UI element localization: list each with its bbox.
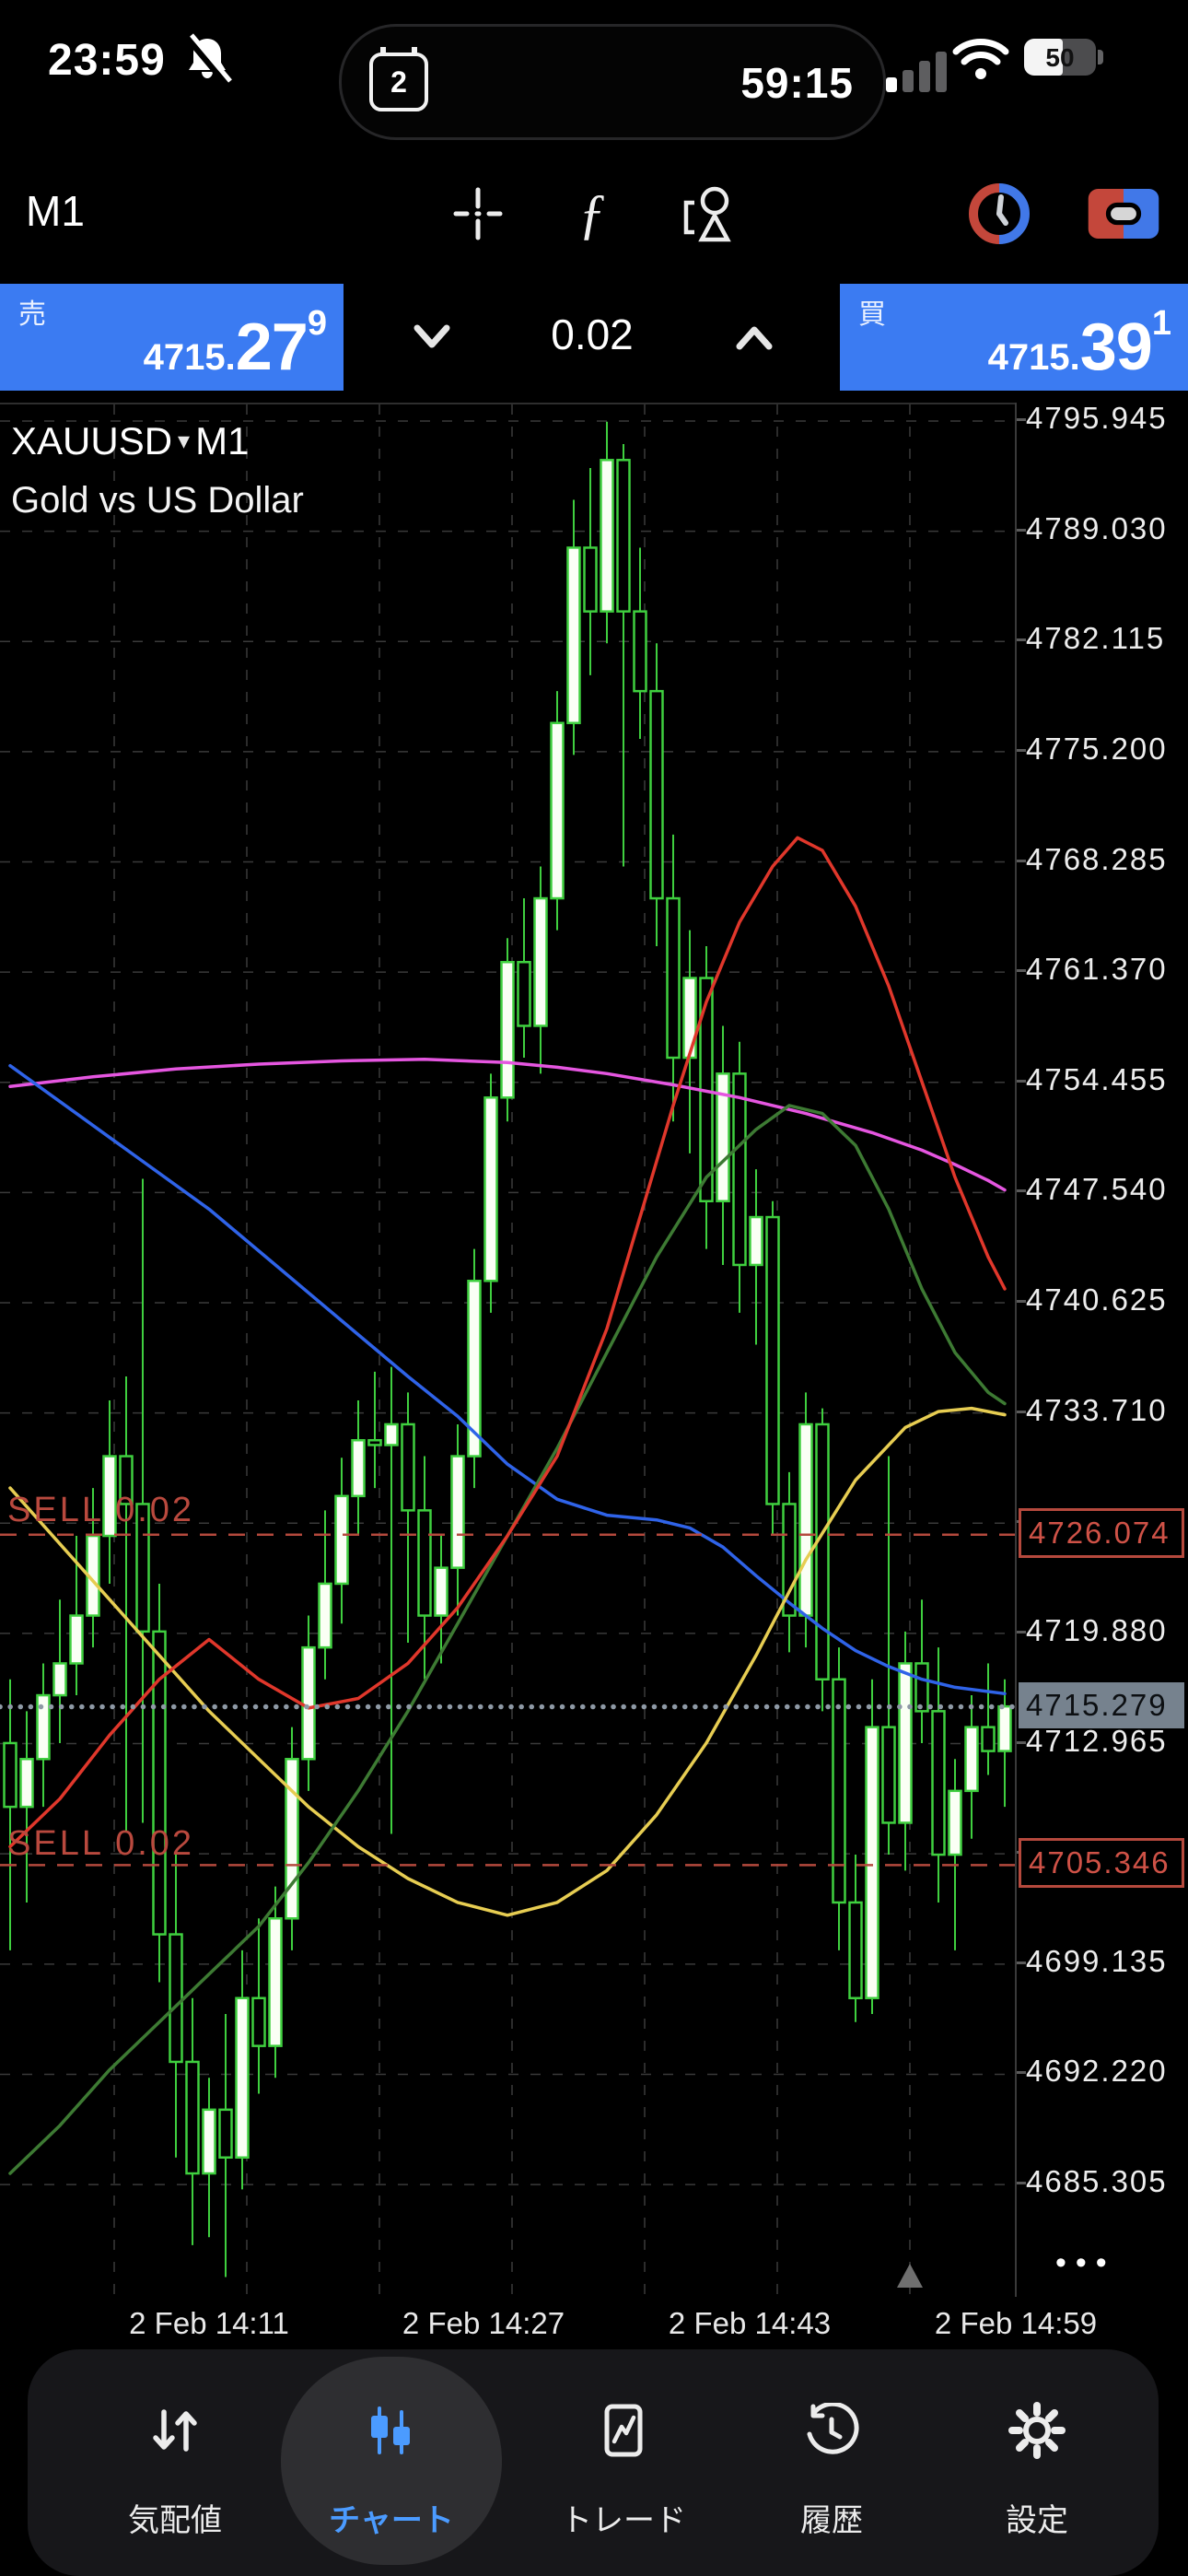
history-clock-icon [730,2401,933,2460]
wifi-icon [952,39,1009,79]
price-axis-label: 4789.030 [1026,510,1168,545]
price-axis-label: 4719.880 [1026,1612,1168,1647]
chart-candles-icon [290,2401,493,2460]
volume-stepper: 0.02 [353,284,832,391]
buy-button[interactable]: 買 4715.391 [840,284,1188,391]
nav-chart[interactable]: チャート [290,2349,493,2576]
volume-increase-chevron[interactable] [732,321,776,354]
price-axis-label: 4795.945 [1026,401,1168,435]
buy-label: 買 [858,299,886,330]
more-dots[interactable]: ••• [1055,2245,1116,2280]
bell-muted-icon [184,33,232,86]
axis-tick [1017,1961,1026,1964]
candlestick-plot [0,404,1018,2299]
time-axis: 2 Feb 14:11 2 Feb 14:27 2 Feb 14:43 2 Feb 1… [0,2297,1188,2356]
island-timer: 59:15 [740,59,854,107]
axis-tick [1017,1189,1026,1193]
calendar-icon: 2 [369,47,428,111]
trading-sessions-icon[interactable] [962,177,1036,251]
axis-tick [1017,1740,1026,1744]
volume-decrease-chevron[interactable] [410,321,454,354]
timeframe-button[interactable]: M1 [26,187,85,235]
sell-label: 売 [18,299,46,330]
sell-order-price-tag: 4726.074 [1019,1507,1184,1558]
axis-tick [1017,638,1026,642]
bottom-nav: 気配値 チャート トレード 履歴 [28,2349,1159,2576]
quotes-arrows-icon [74,2401,276,2460]
time-marker-triangle [897,2264,923,2288]
price-axis[interactable]: ••• 4795.945 4789.030 4782.115 4775.200 4768… [1015,401,1188,2297]
active-tab-pill [281,2357,502,2565]
status-bar: 23:59 2 59:15 50 [0,0,1188,147]
symbol-description: Gold vs US Dollar [11,480,304,521]
one-click-trading-icon[interactable] [1087,177,1160,251]
axis-tick [1017,2071,1026,2075]
price-axis-label: 4775.200 [1026,731,1168,766]
sell-order-label-1: SELL 0.02 [7,1491,195,1529]
time-axis-label: 2 Feb 14:43 [668,2306,832,2340]
price-axis-label: 4754.455 [1026,1061,1168,1096]
axis-tick [1017,1079,1026,1083]
nav-history[interactable]: 履歴 [730,2349,933,2576]
price-axis-label: 4733.710 [1026,1392,1168,1427]
axis-tick [1017,528,1026,532]
price-axis-label: 4699.135 [1026,1943,1168,1978]
axis-tick [1017,2182,1026,2185]
objects-icon[interactable] [674,177,748,251]
price-axis-label: 4782.115 [1026,621,1166,656]
nav-trade[interactable]: トレード [522,2349,725,2576]
sell-order-label-2: SELL 0.02 [7,1824,195,1863]
axis-tick [1017,1300,1026,1304]
price-axis-label: 4747.540 [1026,1172,1168,1207]
chart-toolbar: M1 ƒ [0,149,1188,278]
price-axis-label: 4740.625 [1026,1282,1168,1317]
symbol-dropdown-caret: ▾ [178,427,191,454]
time-axis-label: 2 Feb 14:59 [934,2306,1098,2340]
price-axis-label: 4768.285 [1026,841,1168,876]
trade-panel-icon [522,2401,725,2460]
nav-settings[interactable]: 設定 [936,2349,1138,2576]
sell-price: 4715.279 [143,304,327,384]
axis-tick [1017,969,1026,973]
indicators-f-icon[interactable]: ƒ [578,182,606,244]
time-axis-label: 2 Feb 14:27 [402,2306,565,2340]
battery-icon: 50 [1024,39,1103,76]
crosshair-icon[interactable] [441,177,515,251]
price-axis-label: 4761.370 [1026,952,1168,987]
status-time: 23:59 [48,36,166,85]
dynamic-island[interactable]: 2 59:15 [339,24,886,140]
sell-button[interactable]: 売 4715.279 [0,284,344,391]
price-chart[interactable]: XAUUSD ▾ M1 Gold vs US Dollar SELL 0.02 SE… [0,403,1018,2299]
price-axis-label: 4712.965 [1026,1723,1168,1758]
time-axis-label: 2 Feb 14:11 [129,2306,289,2340]
price-axis-label: 4685.305 [1026,2164,1168,2199]
settings-gear-icon [936,2401,1138,2460]
price-axis-label: 4692.220 [1026,2054,1168,2089]
buy-price: 4715.391 [987,304,1171,384]
axis-tick [1017,418,1026,421]
axis-tick [1017,1410,1026,1413]
current-price-tag: 4715.279 [1019,1681,1184,1728]
axis-tick [1017,1630,1026,1633]
sell-order-price-tag: 4705.346 [1019,1838,1184,1889]
quote-panel: 売 4715.279 0.02 買 4715.391 [0,284,1188,391]
axis-tick [1017,859,1026,862]
axis-tick [1017,748,1026,752]
nav-quotes[interactable]: 気配値 [74,2349,276,2576]
chart-title[interactable]: XAUUSD ▾ M1 Gold vs US Dollar [11,419,304,521]
volume-value[interactable]: 0.02 [551,310,634,358]
